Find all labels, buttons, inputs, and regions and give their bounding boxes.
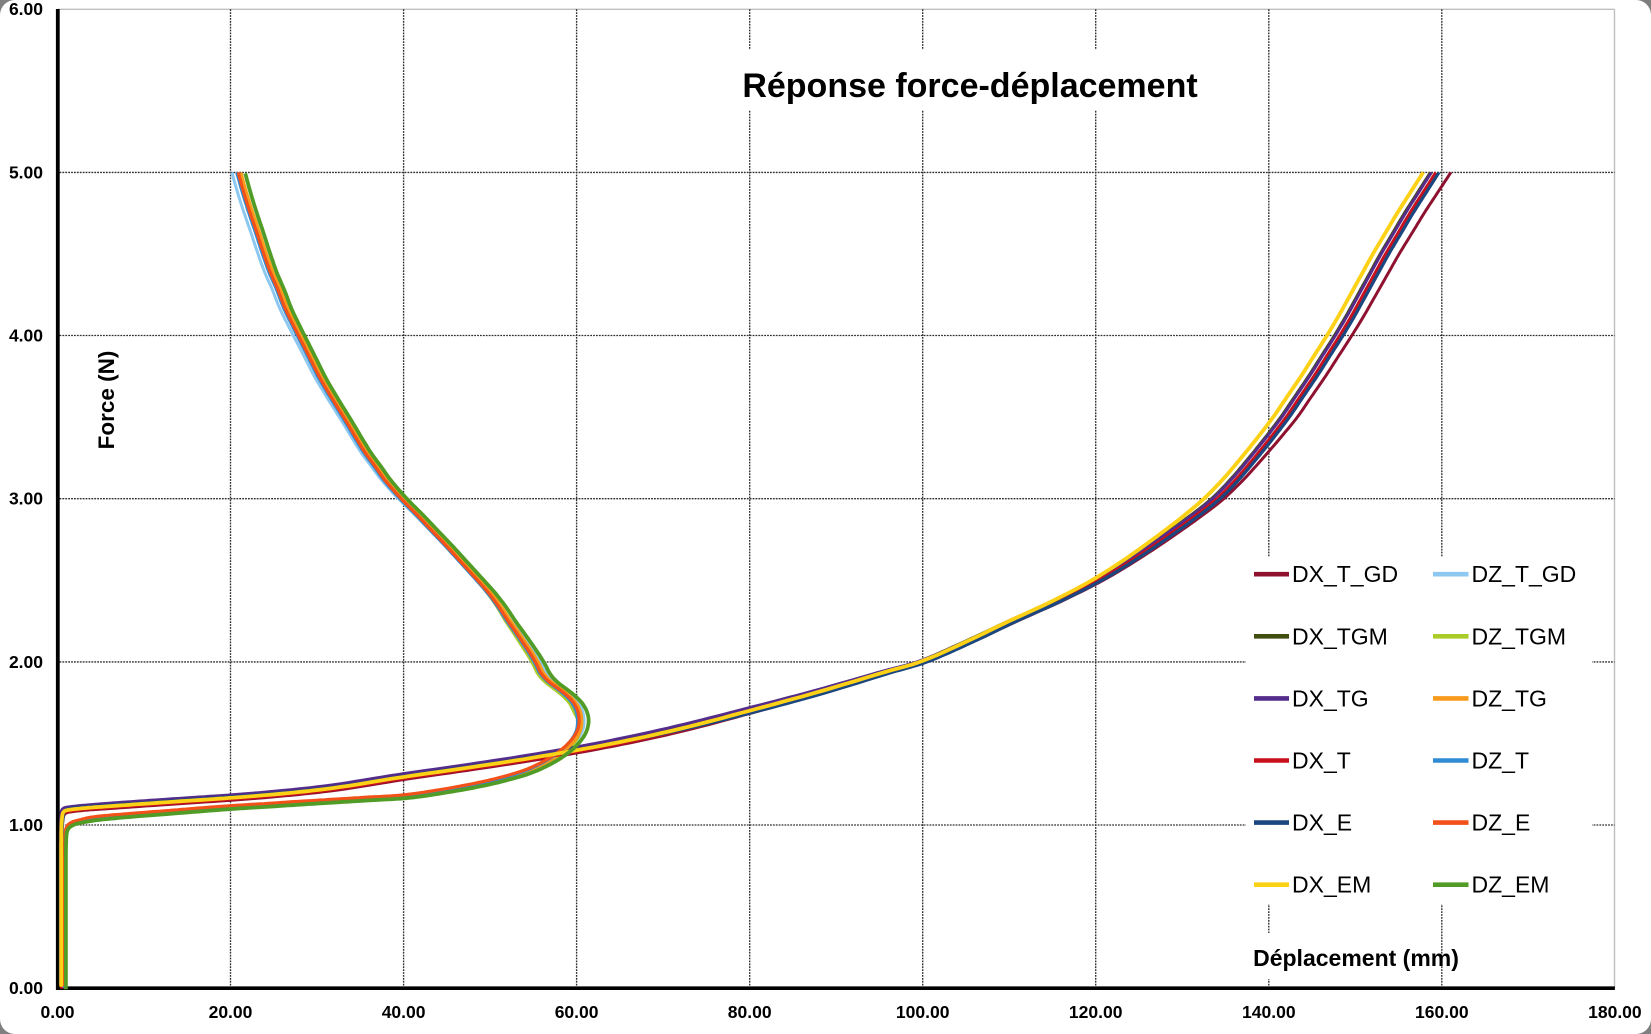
- svg-text:1.00: 1.00: [9, 815, 43, 835]
- svg-text:4.00: 4.00: [9, 326, 43, 346]
- svg-text:5.00: 5.00: [9, 162, 43, 182]
- svg-text:Réponse force-déplacement: Réponse force-déplacement: [742, 67, 1197, 105]
- svg-text:140.00: 140.00: [1242, 1002, 1296, 1022]
- svg-text:DZ_T_GD: DZ_T_GD: [1472, 561, 1577, 587]
- svg-text:6.00: 6.00: [9, 0, 43, 19]
- svg-text:0.00: 0.00: [9, 978, 43, 998]
- svg-text:160.00: 160.00: [1415, 1002, 1469, 1022]
- svg-text:180.00: 180.00: [1588, 1002, 1642, 1022]
- svg-text:DX_E: DX_E: [1292, 810, 1352, 836]
- svg-text:2.00: 2.00: [9, 652, 43, 672]
- svg-text:Déplacement (mm): Déplacement (mm): [1253, 945, 1459, 971]
- svg-text:DZ_T: DZ_T: [1472, 748, 1530, 774]
- svg-text:0.00: 0.00: [40, 1002, 74, 1022]
- svg-text:DX_EM: DX_EM: [1292, 872, 1371, 898]
- svg-text:100.00: 100.00: [896, 1002, 950, 1022]
- svg-text:DX_TGM: DX_TGM: [1292, 623, 1388, 649]
- svg-text:40.00: 40.00: [382, 1002, 426, 1022]
- svg-text:3.00: 3.00: [9, 489, 43, 509]
- svg-text:DX_T: DX_T: [1292, 748, 1351, 774]
- svg-text:Force (N): Force (N): [94, 351, 119, 450]
- svg-text:DZ_TG: DZ_TG: [1472, 685, 1547, 711]
- svg-text:120.00: 120.00: [1069, 1002, 1123, 1022]
- svg-text:DZ_EM: DZ_EM: [1472, 872, 1550, 898]
- svg-text:DX_TG: DX_TG: [1292, 685, 1369, 711]
- svg-text:DZ_E: DZ_E: [1472, 810, 1531, 836]
- svg-text:DZ_TGM: DZ_TGM: [1472, 623, 1567, 649]
- svg-text:DX_T_GD: DX_T_GD: [1292, 561, 1398, 587]
- svg-text:60.00: 60.00: [555, 1002, 599, 1022]
- svg-text:80.00: 80.00: [728, 1002, 772, 1022]
- svg-text:20.00: 20.00: [209, 1002, 253, 1022]
